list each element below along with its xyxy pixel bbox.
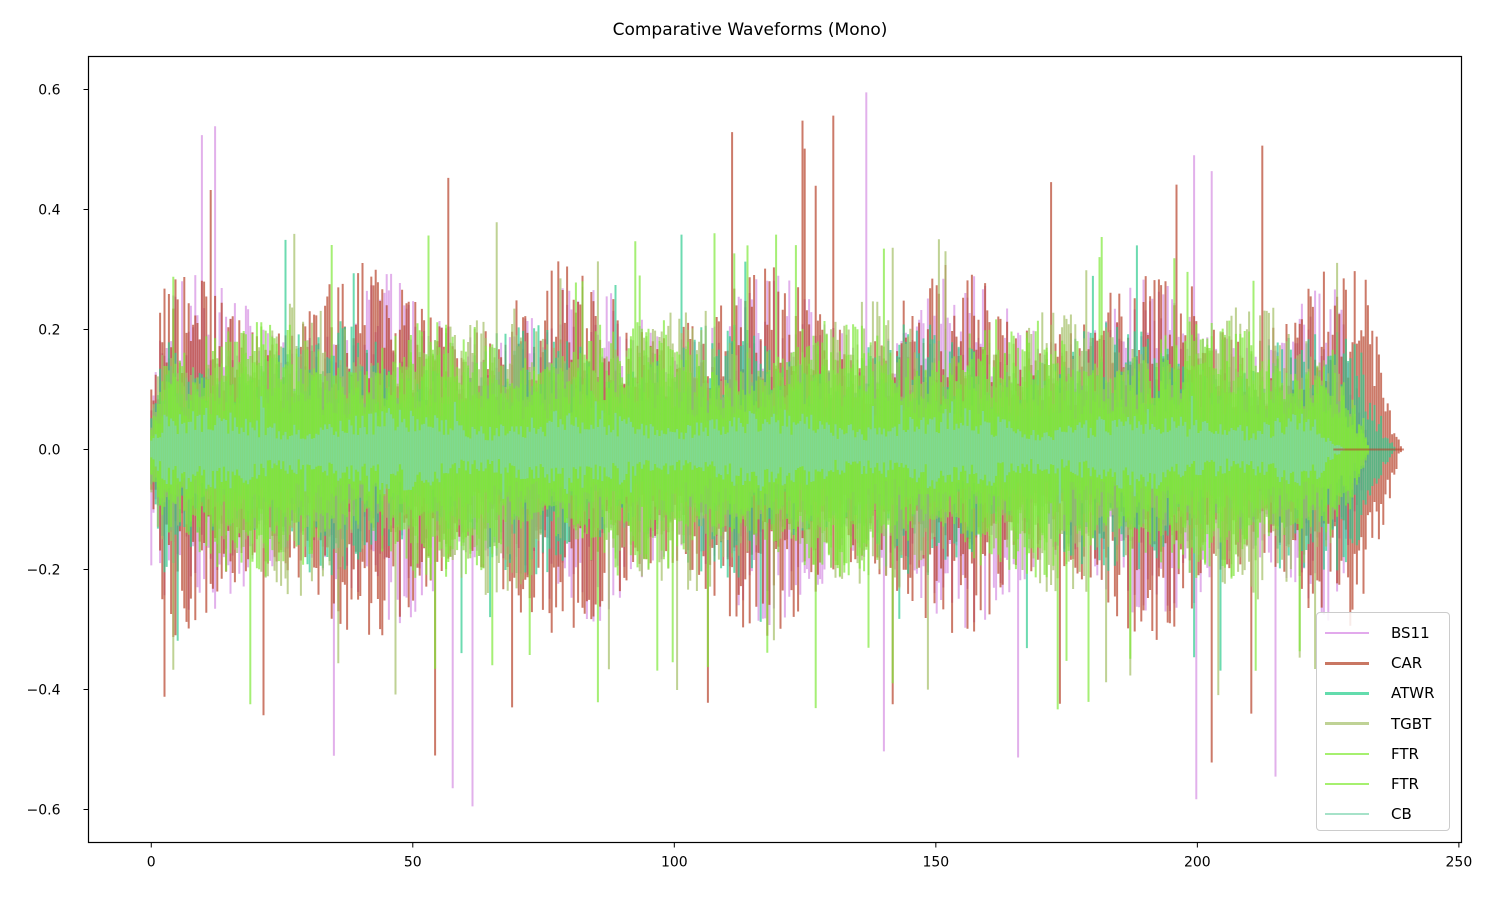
legend-line-icon: [1325, 662, 1369, 665]
x-tick-label: 0: [147, 855, 156, 871]
y-tick-label: 0.6: [38, 83, 60, 99]
legend-label: CAR: [1391, 654, 1423, 673]
legend-item-ftr-2: FTR: [1317, 769, 1449, 799]
y-tick-label: 0.0: [38, 443, 60, 459]
y-tick-label: −0.2: [27, 563, 61, 579]
legend-label: ATWR: [1391, 684, 1435, 703]
legend-item-bs11: BS11: [1317, 618, 1449, 648]
x-tick-label: 150: [922, 855, 949, 871]
y-axis: 0.6 0.4 0.2 0.0 −0.2 −0.4 −0.6: [27, 83, 89, 819]
x-axis: 0 50 100 150 200 250: [147, 842, 1473, 871]
y-tick-label: 0.4: [38, 203, 60, 219]
y-tick-label: −0.6: [27, 803, 61, 819]
y-tick-label: −0.4: [27, 683, 61, 699]
legend-line-icon: [1325, 631, 1369, 635]
waveform-series-group: [150, 92, 1404, 807]
x-tick-label: 250: [1446, 855, 1473, 871]
legend-line-icon: [1325, 722, 1369, 725]
legend-item-ftr-1: FTR: [1317, 739, 1449, 769]
legend-item-car: CAR: [1317, 648, 1449, 678]
x-tick-label: 200: [1184, 855, 1211, 871]
legend-line-icon: [1325, 782, 1369, 786]
legend-item-tgbt: TGBT: [1317, 709, 1449, 739]
x-tick-label: 100: [661, 855, 688, 871]
legend-label: CB: [1391, 805, 1412, 824]
legend-line-icon: [1325, 812, 1369, 816]
legend-label: TGBT: [1391, 714, 1432, 733]
legend: BS11 CAR ATWR TGBT FTR FTR CB: [1316, 612, 1450, 831]
waveform-cb: [150, 395, 1345, 504]
legend-label: FTR: [1391, 775, 1419, 794]
legend-line-icon: [1325, 752, 1369, 756]
legend-label: FTR: [1391, 744, 1419, 763]
legend-item-cb: CB: [1317, 799, 1449, 829]
chart-title: Comparative Waveforms (Mono): [612, 20, 888, 40]
legend-label: BS11: [1391, 624, 1430, 643]
legend-line-icon: [1325, 692, 1369, 695]
legend-item-atwr: ATWR: [1317, 678, 1449, 708]
y-tick-label: 0.2: [38, 323, 60, 339]
x-tick-label: 50: [404, 855, 422, 871]
